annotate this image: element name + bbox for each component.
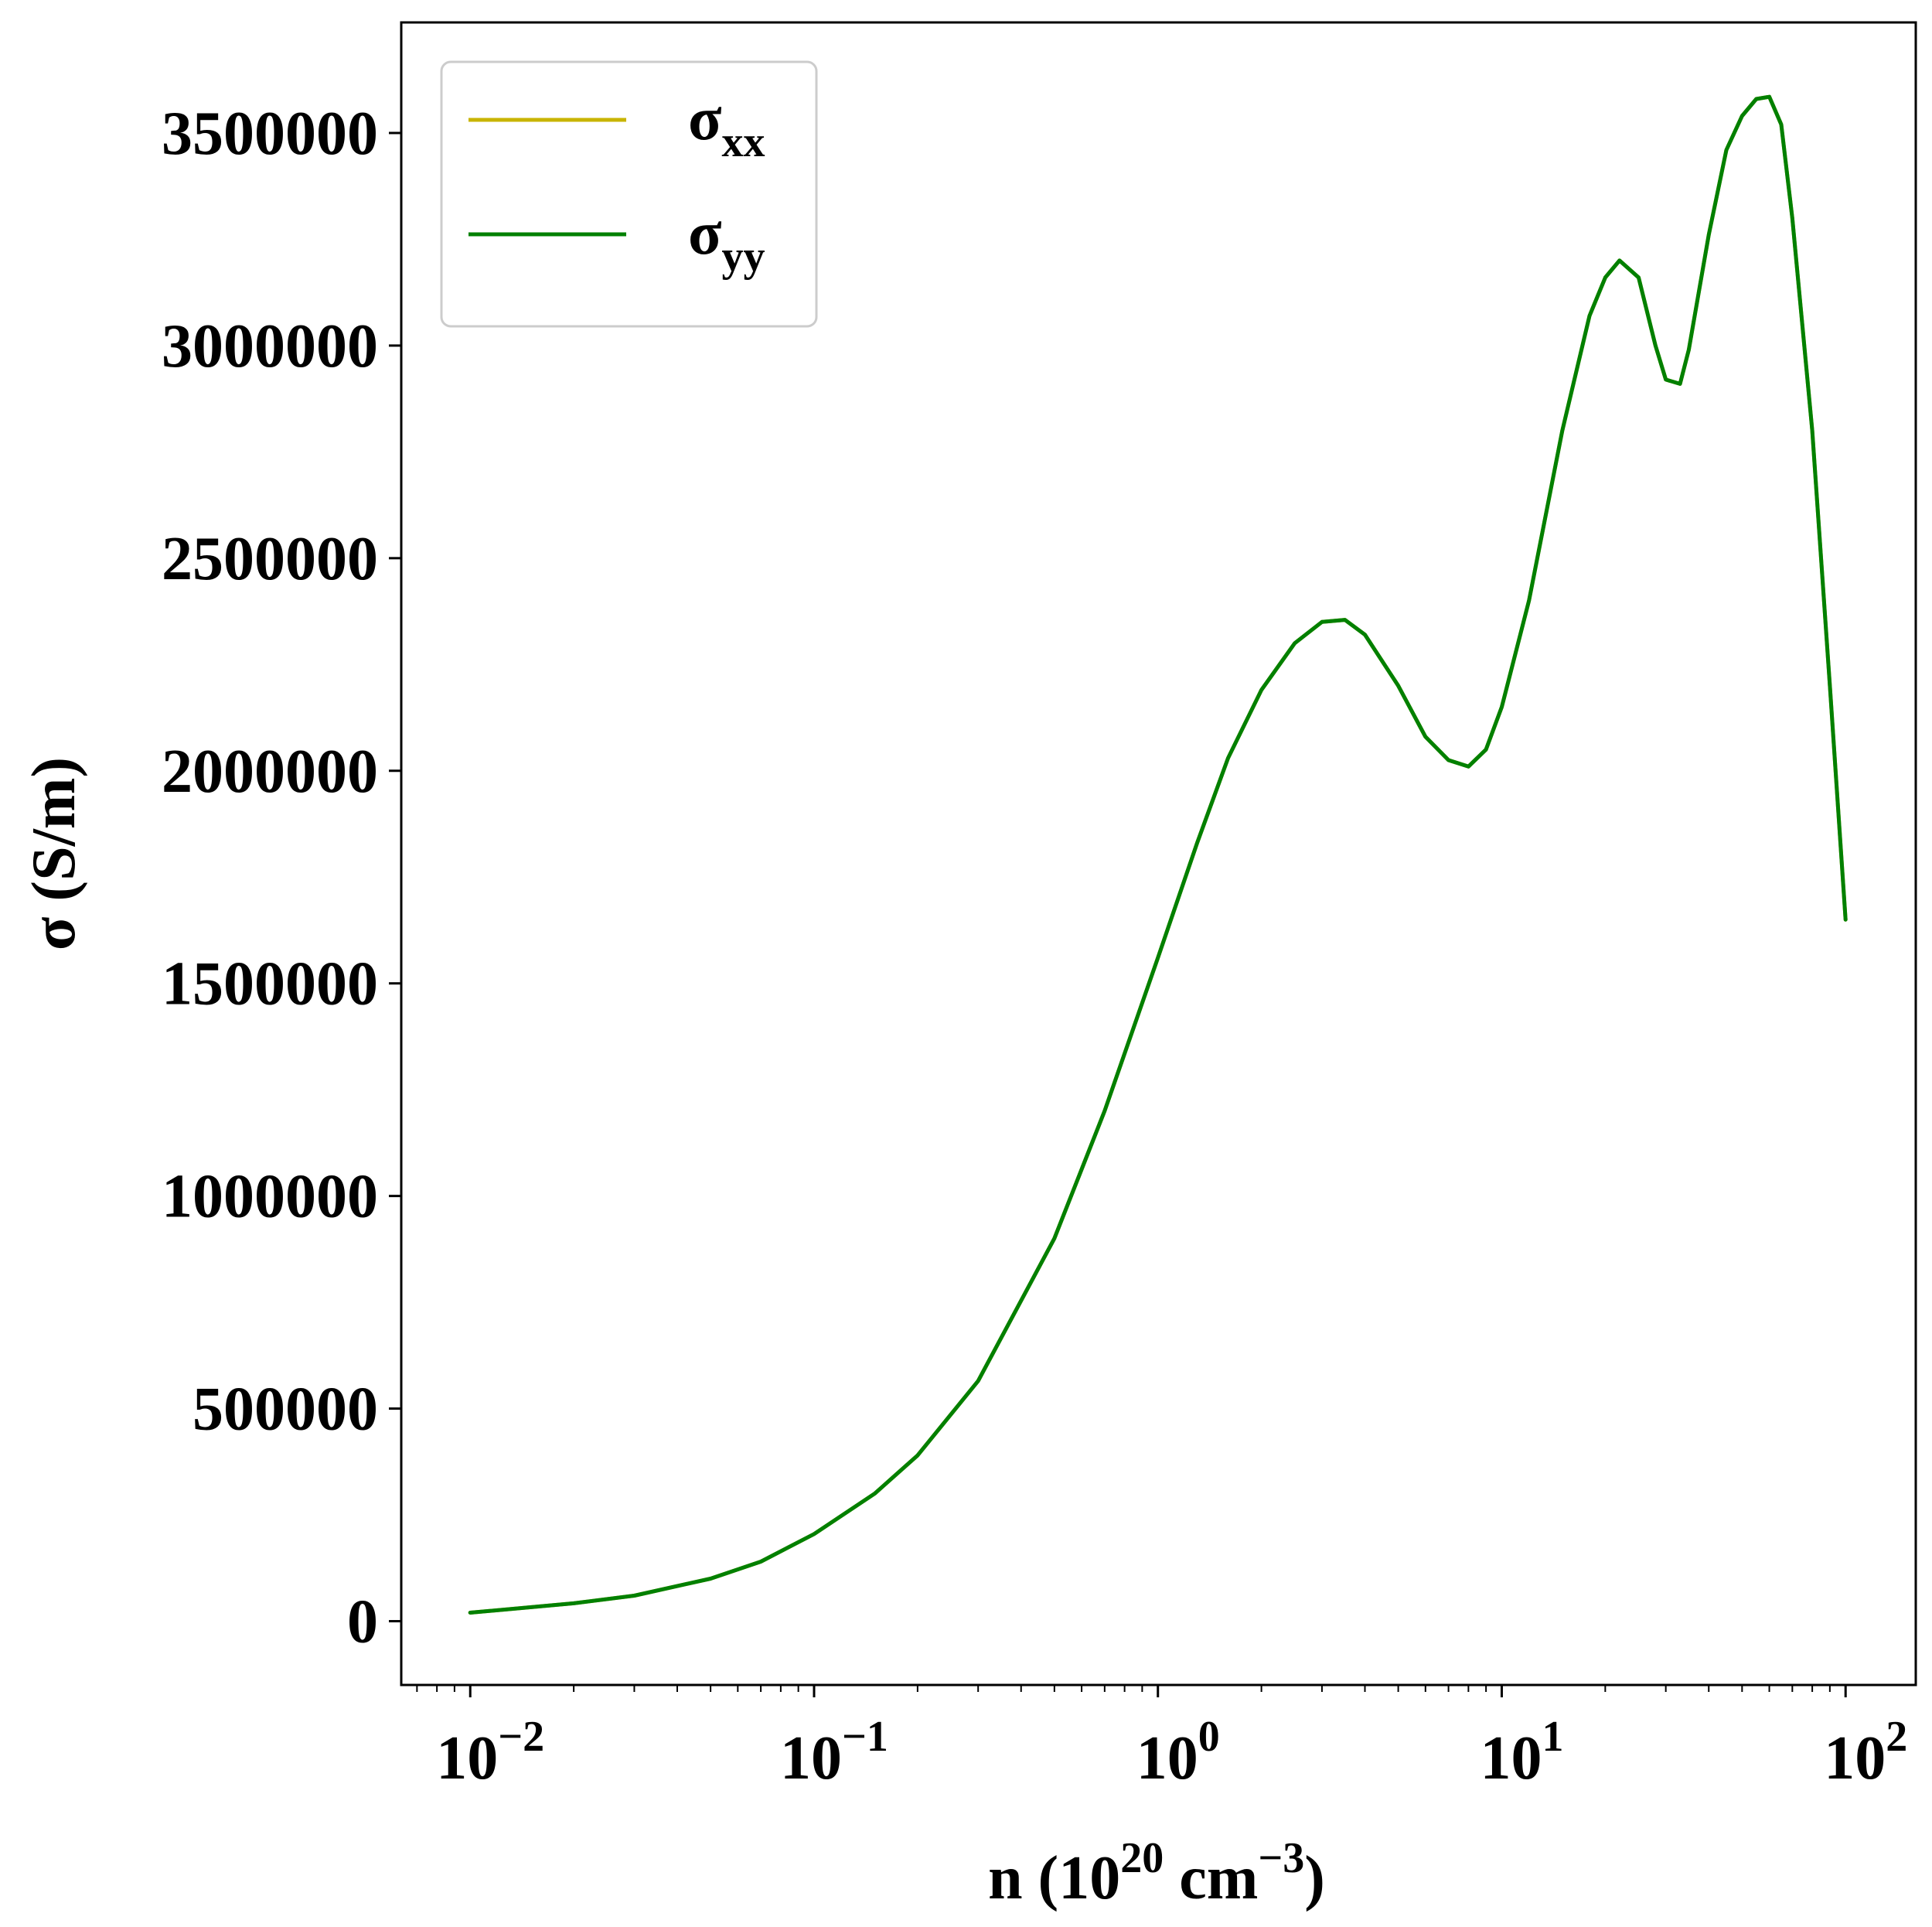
x-tick-label: 101 <box>1480 1713 1563 1792</box>
legend-box <box>440 60 818 328</box>
legend-label-sigma-xx: σxx <box>688 85 765 166</box>
legend-label-sigma-yy-sub: yy <box>722 233 765 281</box>
y-tick-label: 500000 <box>193 1376 378 1444</box>
x-tick-label-exponent: −2 <box>498 1713 544 1761</box>
series-layer <box>468 94 1848 1615</box>
x-tick-label: 10−2 <box>436 1713 544 1792</box>
legend-label-sigma-yy-base: σ <box>688 200 722 268</box>
x-tick-label-base: 10 <box>436 1724 498 1792</box>
x-axis: 10−2 10−1 100 101 102 <box>416 1685 1907 1792</box>
y-tick-label: 0 <box>347 1588 378 1656</box>
x-tick-label-base: 10 <box>780 1724 842 1792</box>
y-axis: 0 500000 1000000 1500000 2000000 2500000 30000… <box>162 100 401 1656</box>
x-tick-label-base: 10 <box>1136 1724 1198 1792</box>
x-tick-label: 102 <box>1824 1713 1907 1792</box>
x-tick-label: 100 <box>1136 1713 1220 1792</box>
series-line-yy <box>468 94 1848 1615</box>
x-tick-label-base: 10 <box>1480 1724 1542 1792</box>
legend: σxx σyy <box>440 60 818 328</box>
y-tick-label: 1000000 <box>162 1163 378 1231</box>
legend-label-sigma-yy: σyy <box>688 200 765 281</box>
x-axis-label-suffix: ) <box>1304 1844 1325 1912</box>
x-tick-label-exponent: −1 <box>842 1713 888 1761</box>
x-axis-label: n (1020 cm−3) <box>988 1834 1325 1912</box>
y-tick-label: 2500000 <box>162 525 378 593</box>
y-axis-label: σ (S/m) <box>20 757 88 950</box>
x-axis-label-sup2: −3 <box>1258 1834 1304 1882</box>
x-tick-label-exponent: 0 <box>1198 1713 1220 1761</box>
y-tick-label: 3000000 <box>162 312 378 380</box>
x-tick-label-exponent: 2 <box>1886 1713 1907 1761</box>
y-tick-label: 1500000 <box>162 950 378 1018</box>
legend-label-sigma-xx-base: σ <box>688 85 722 153</box>
x-axis-label-sup1: 20 <box>1120 1834 1164 1882</box>
x-tick-label-exponent: 1 <box>1542 1713 1563 1761</box>
x-axis-label-prefix: n (10 <box>988 1844 1120 1912</box>
x-tick-label: 10−1 <box>780 1713 888 1792</box>
y-tick-label: 3500000 <box>162 100 378 168</box>
x-axis-label-middle: cm <box>1164 1844 1258 1912</box>
legend-label-sigma-xx-sub: xx <box>722 118 765 166</box>
x-tick-label-base: 10 <box>1824 1724 1886 1792</box>
y-tick-label: 2000000 <box>162 738 378 806</box>
